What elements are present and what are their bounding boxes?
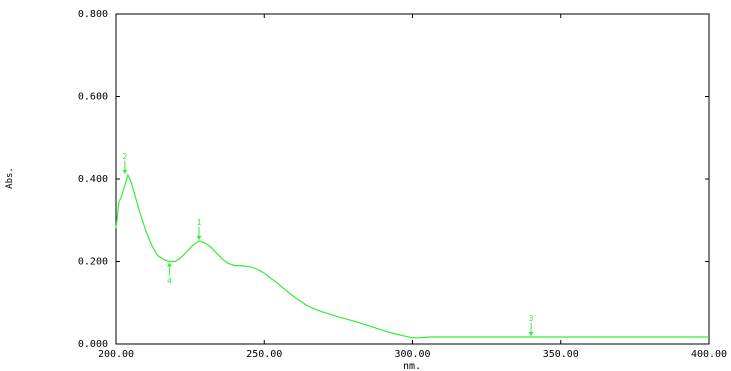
x-axis-label: nm. — [403, 361, 421, 371]
y-tick-label: 0.600 — [78, 92, 108, 103]
marker-arrow — [196, 235, 202, 240]
marker-arrow — [166, 262, 172, 267]
peak-marker: 1 — [196, 218, 202, 240]
x-tick-label: 300.00 — [394, 349, 430, 360]
x-axis-ticks: 200.00 250.00 300.00 350.00 400.00 — [98, 14, 727, 360]
x-tick-label: 400.00 — [691, 349, 727, 360]
peak-marker: 4 — [166, 262, 172, 286]
peak-marker: 2 — [122, 152, 127, 174]
marker-label: 2 — [122, 152, 127, 161]
peak-marker: 3 — [528, 314, 534, 336]
series-group — [115, 173, 709, 339]
x-tick-label: 350.00 — [543, 349, 579, 360]
marker-label: 3 — [529, 314, 534, 323]
x-tick-label: 250.00 — [246, 349, 282, 360]
plot-frame — [115, 13, 710, 345]
y-tick-label: 0.400 — [78, 174, 108, 185]
marker-label: 4 — [167, 277, 172, 286]
y-axis-label: Abs. — [5, 167, 15, 189]
spectrum-line — [115, 173, 709, 339]
marker-arrow — [122, 169, 128, 174]
y-tick-label: 0.000 — [78, 339, 108, 350]
peak-annotations: 1 2 4 3 — [122, 152, 534, 336]
y-axis-ticks: 0.000 0.200 0.400 0.600 0.800 — [78, 9, 709, 350]
marker-arrow — [528, 331, 534, 336]
x-tick-label: 200.00 — [98, 349, 134, 360]
marker-label: 1 — [197, 218, 202, 227]
y-tick-label: 0.200 — [78, 257, 108, 268]
y-tick-label: 0.800 — [78, 9, 108, 20]
